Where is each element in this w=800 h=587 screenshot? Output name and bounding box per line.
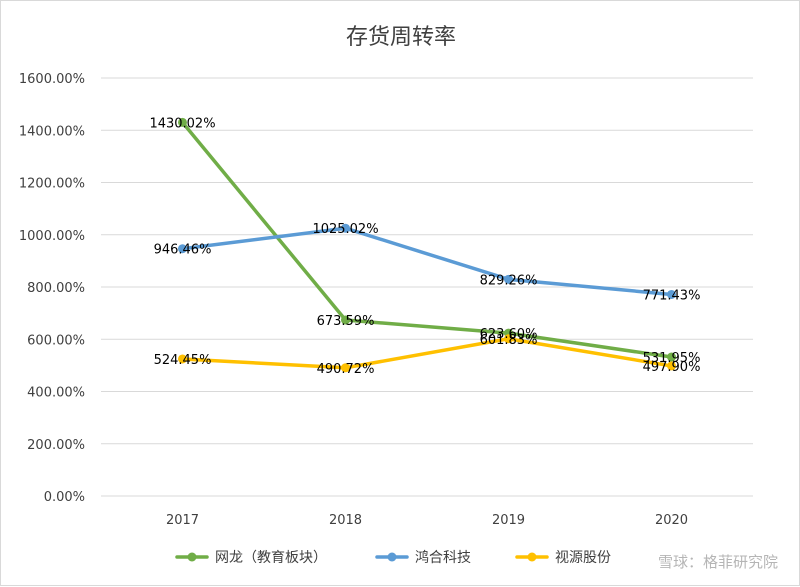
x-tick-label: 2018 [329, 513, 362, 528]
data-label: 497.90% [643, 360, 701, 375]
data-point [504, 334, 513, 344]
data-label: 524.45% [154, 353, 212, 368]
y-tick-label: 1400.00% [19, 124, 85, 139]
data-label: 771.43% [643, 288, 701, 303]
y-axis-ticks: 0.00% 200.00% 400.00% 600.00% 800.00% 1000.00… [19, 72, 85, 505]
y-tick-label: 800.00% [27, 281, 85, 296]
legend-item: 视源股份 [515, 550, 611, 566]
legend: 网龙（教育板块） 鸿合科技 视源股份 [175, 549, 611, 566]
legend-swatch-marker [527, 552, 537, 562]
series-line [180, 337, 674, 370]
data-label: 946.46% [154, 243, 212, 258]
y-tick-label: 1600.00% [19, 72, 85, 87]
data-point [667, 352, 676, 362]
legend-item: 网龙（教育板块） [175, 550, 327, 566]
data-label: 490.72% [317, 362, 375, 377]
data-point [504, 274, 513, 284]
y-tick-label: 1000.00% [19, 229, 85, 244]
series-line [180, 120, 674, 359]
y-tick-label: 200.00% [27, 438, 85, 453]
chart-title: 存货周转率 [346, 25, 456, 50]
legend-item: 鸿合科技 [375, 549, 471, 566]
x-tick-label: 2019 [492, 513, 525, 528]
y-tick-label: 1200.00% [19, 177, 85, 192]
data-label: 829.26% [480, 273, 538, 288]
data-labels: 1430.02% 673.59% 623.60% 531.95% 946.46% 1025… [149, 116, 700, 376]
data-point [341, 223, 350, 233]
y-tick-label: 600.00% [27, 333, 85, 348]
legend-swatch-marker [187, 552, 197, 562]
data-label: 1025.02% [312, 222, 378, 237]
data-point [178, 244, 187, 254]
x-tick-label: 2020 [655, 513, 688, 528]
data-point [667, 289, 676, 299]
watermark-text: 雪球：格菲研究院 [657, 553, 778, 571]
data-label: 531.95% [643, 351, 701, 366]
series-lines [178, 117, 676, 373]
data-point [178, 354, 187, 364]
legend-label: 网龙（教育板块） [215, 550, 327, 566]
series-line [180, 226, 674, 297]
legend-label: 视源股份 [555, 550, 611, 566]
y-tick-label: 0.00% [44, 490, 85, 505]
gridlines [101, 77, 753, 497]
legend-swatch-marker [387, 552, 397, 562]
data-point [341, 315, 350, 325]
x-tick-label: 2017 [166, 513, 199, 528]
data-label: 673.59% [317, 314, 375, 329]
legend-label: 鸿合科技 [415, 549, 471, 566]
data-point [178, 117, 187, 127]
data-point [341, 363, 350, 373]
data-point [667, 361, 676, 371]
y-tick-label: 400.00% [27, 386, 85, 401]
data-label: 601.83% [480, 333, 538, 348]
data-label: 1430.02% [149, 116, 215, 131]
data-label: 623.60% [480, 327, 538, 342]
x-axis-ticks: 2017 2018 2019 2020 [166, 513, 688, 528]
